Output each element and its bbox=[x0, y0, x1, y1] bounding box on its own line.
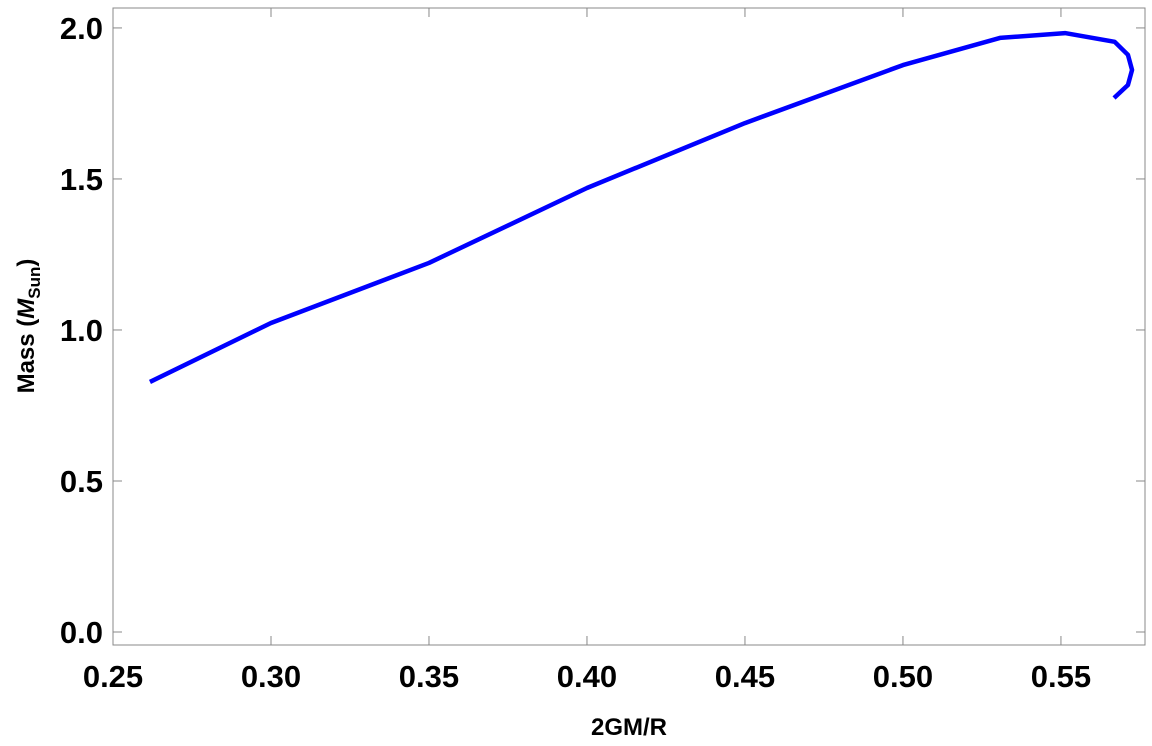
x-tick-label: 0.55 bbox=[1031, 659, 1091, 694]
y-label-main: Mass ( bbox=[13, 319, 40, 394]
x-tick-label: 0.30 bbox=[241, 659, 301, 694]
data-line bbox=[148, 30, 1135, 384]
y-tick-label: 0.0 bbox=[60, 615, 103, 650]
y-label-end: ) bbox=[13, 259, 40, 267]
y-tick-label: 0.5 bbox=[60, 464, 103, 499]
x-tick-label: 0.35 bbox=[399, 659, 459, 694]
y-label-symbol: M bbox=[13, 298, 40, 319]
y-tick-label: 1.5 bbox=[60, 162, 103, 197]
x-axis-label: 2GM/R bbox=[591, 714, 667, 741]
y-tick-label: 2.0 bbox=[60, 11, 103, 46]
plot-frame bbox=[112, 7, 1146, 646]
x-tick-label: 0.40 bbox=[557, 659, 617, 694]
y-label-sub: Sun bbox=[25, 267, 44, 299]
x-tick-label: 0.45 bbox=[715, 659, 775, 694]
x-tick-label: 0.50 bbox=[873, 659, 933, 694]
y-axis-label: Mass (MSun) bbox=[13, 259, 44, 394]
x-tick-label: 0.25 bbox=[83, 659, 143, 694]
y-tick-label: 1.0 bbox=[60, 313, 103, 348]
